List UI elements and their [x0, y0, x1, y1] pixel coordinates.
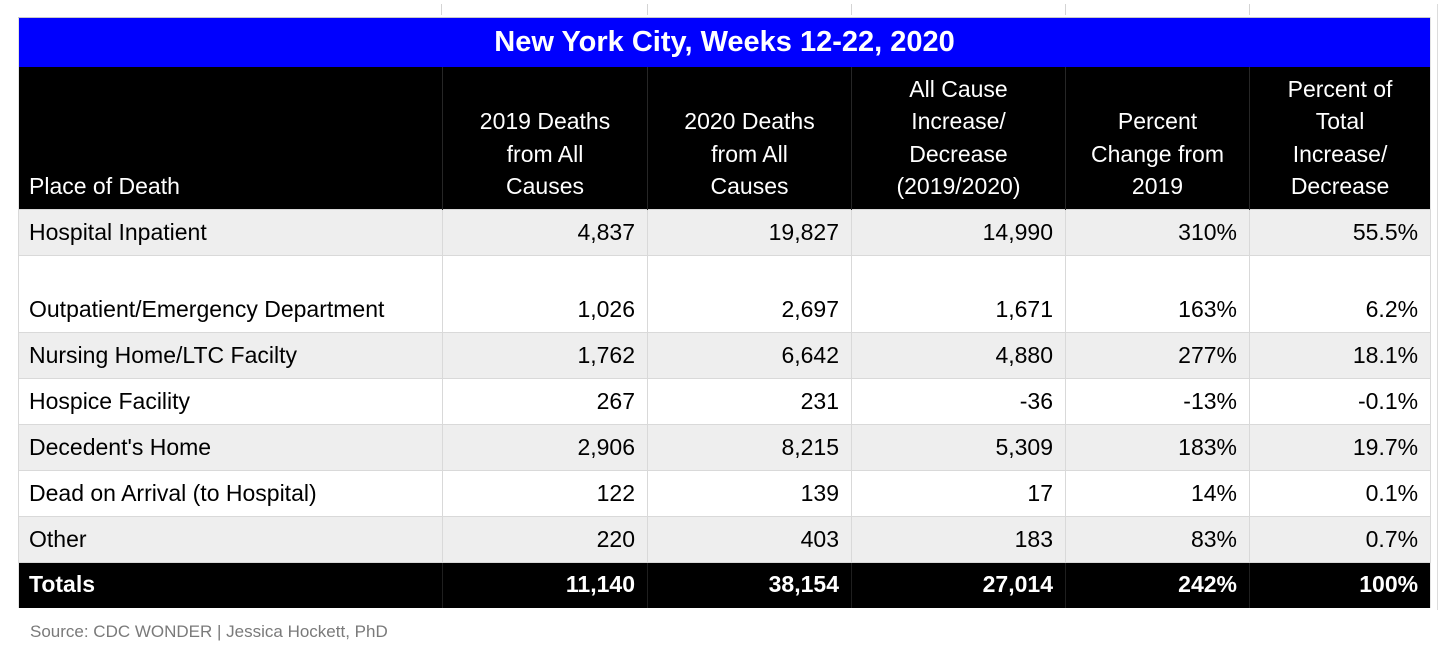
cell-increase: 14,990 — [851, 209, 1066, 256]
cell-place: Decedent's Home — [18, 424, 443, 471]
gridline-right — [1437, 4, 1438, 610]
cell-2020-deaths: 2,697 — [647, 255, 852, 333]
col-header-all-cause-increase: All Cause Increase/ Decrease (2019/2020) — [851, 66, 1066, 210]
gridline-tick — [441, 4, 442, 15]
col-header-place-of-death: Place of Death — [18, 66, 443, 210]
cell-2020-deaths: 6,642 — [647, 332, 852, 379]
cell-increase: 4,880 — [851, 332, 1066, 379]
cell-increase: 17 — [851, 470, 1066, 517]
col-header-2020-deaths: 2020 Deaths from All Causes — [647, 66, 852, 210]
table-row-outpatient-emergency: Outpatient/Emergency Department 1,026 2,… — [18, 255, 1432, 333]
cell-pct-total: 55.5% — [1248, 209, 1432, 256]
cell-pct-total: 6.2% — [1248, 255, 1432, 333]
title-row: New York City, Weeks 12-22, 2020 — [18, 17, 1431, 67]
col-header-percent-of-total: Percent of Total Increase/ Decrease — [1249, 66, 1431, 210]
totals-2020-deaths: 38,154 — [647, 562, 852, 608]
cell-2020-deaths: 8,215 — [647, 424, 852, 471]
cell-2020-deaths: 19,827 — [647, 209, 852, 256]
table-row-hospital-inpatient: Hospital Inpatient 4,837 19,827 14,990 3… — [18, 209, 1432, 256]
table-row-other: Other 220 403 183 83% 0.7% — [18, 516, 1432, 563]
gridline-tick — [851, 4, 852, 15]
cell-pct-total: 19.7% — [1248, 424, 1432, 471]
source-attribution: Source: CDC WONDER | Jessica Hockett, Ph… — [30, 622, 388, 641]
cell-2019-deaths: 4,837 — [442, 209, 648, 256]
cell-place: Nursing Home/LTC Facilty — [18, 332, 443, 379]
cell-increase: 183 — [851, 516, 1066, 563]
cell-pct-total: 0.1% — [1248, 470, 1432, 517]
cell-2019-deaths: 122 — [442, 470, 648, 517]
cell-pct-change: 277% — [1065, 332, 1250, 379]
deaths-by-place-table: New York City, Weeks 12-22, 2020 Place o… — [18, 17, 1432, 608]
cell-2019-deaths: 1,026 — [442, 255, 648, 333]
cell-increase: 5,309 — [851, 424, 1066, 471]
cell-pct-change: -13% — [1065, 378, 1250, 425]
cell-pct-change: 83% — [1065, 516, 1250, 563]
cell-2019-deaths: 2,906 — [442, 424, 648, 471]
cell-pct-total: 18.1% — [1248, 332, 1432, 379]
cell-increase: 1,671 — [851, 255, 1066, 333]
cell-place: Outpatient/Emergency Department — [18, 255, 443, 333]
totals-pct-change: 242% — [1065, 562, 1250, 608]
cell-2019-deaths: 220 — [442, 516, 648, 563]
cell-2019-deaths: 1,762 — [442, 332, 648, 379]
cell-pct-change: 310% — [1065, 209, 1250, 256]
cell-pct-total: -0.1% — [1248, 378, 1432, 425]
totals-row: Totals 11,140 38,154 27,014 242% 100% — [18, 562, 1431, 608]
cell-2019-deaths: 267 — [442, 378, 648, 425]
cell-increase: -36 — [851, 378, 1066, 425]
totals-pct-total: 100% — [1249, 562, 1431, 608]
col-header-percent-change: Percent Change from 2019 — [1065, 66, 1250, 210]
cell-2020-deaths: 403 — [647, 516, 852, 563]
cell-2020-deaths: 139 — [647, 470, 852, 517]
cell-place: Hospice Facility — [18, 378, 443, 425]
table-row-nursing-home: Nursing Home/LTC Facilty 1,762 6,642 4,8… — [18, 332, 1432, 379]
cell-place: Other — [18, 516, 443, 563]
header-row: Place of Death 2019 Deaths from All Caus… — [18, 66, 1431, 210]
totals-2019-deaths: 11,140 — [442, 562, 648, 608]
col-header-2019-deaths: 2019 Deaths from All Causes — [442, 66, 648, 210]
gridline-tick — [647, 4, 648, 15]
cell-place: Dead on Arrival (to Hospital) — [18, 470, 443, 517]
totals-label: Totals — [18, 562, 443, 608]
table-row-decedents-home: Decedent's Home 2,906 8,215 5,309 183% 1… — [18, 424, 1432, 471]
gridline-tick — [1065, 4, 1066, 15]
table-row-dead-on-arrival: Dead on Arrival (to Hospital) 122 139 17… — [18, 470, 1432, 517]
cell-pct-change: 14% — [1065, 470, 1250, 517]
cell-pct-total: 0.7% — [1248, 516, 1432, 563]
table-row-hospice-facility: Hospice Facility 267 231 -36 -13% -0.1% — [18, 378, 1432, 425]
cell-pct-change: 163% — [1065, 255, 1250, 333]
totals-increase: 27,014 — [851, 562, 1066, 608]
gridline-tick — [1249, 4, 1250, 15]
cell-2020-deaths: 231 — [647, 378, 852, 425]
cell-pct-change: 183% — [1065, 424, 1250, 471]
cell-place: Hospital Inpatient — [18, 209, 443, 256]
table-title: New York City, Weeks 12-22, 2020 — [18, 17, 1431, 67]
